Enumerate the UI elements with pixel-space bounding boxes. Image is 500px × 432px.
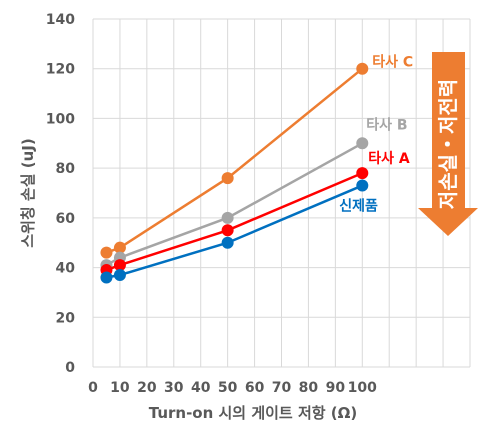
data-point: [113, 259, 126, 272]
series-line: [106, 67, 364, 254]
y-tick-label: 40: [56, 261, 76, 277]
x-axis-title: Turn-on 시의 게이트 저항 (Ω): [149, 404, 358, 422]
y-tick-label: 120: [46, 62, 75, 78]
y-axis-title: 스위칭 손실 (uJ): [19, 138, 37, 247]
x-tick-label: 100: [348, 380, 377, 396]
y-tick-label: 140: [46, 12, 75, 28]
loss-reduction-banner: 저손실・저전력: [418, 52, 478, 236]
series-line: [106, 184, 363, 279]
y-tick-label: 100: [46, 111, 75, 127]
data-point: [356, 137, 369, 150]
y-tick-label: 0: [65, 360, 75, 376]
x-tick-label: 20: [137, 380, 157, 396]
banner-text: 저손실・저전력: [436, 79, 460, 209]
x-tick-label: 30: [164, 380, 184, 396]
y-tick-label: 60: [56, 211, 76, 227]
x-tick-label: 90: [326, 380, 346, 396]
x-tick-label: 70: [272, 380, 292, 396]
series-line: [106, 171, 363, 272]
series-3: [100, 167, 369, 277]
gridlines: [92, 18, 471, 368]
y-tick-label: 20: [56, 310, 76, 326]
data-point: [100, 246, 113, 259]
series-2: [100, 137, 369, 272]
data-point: [100, 271, 113, 284]
series-label: 타사 B: [366, 117, 407, 133]
x-tick-label: 60: [245, 380, 265, 396]
x-tick-label: 0: [88, 380, 98, 396]
series-line: [105, 142, 363, 267]
data-point: [356, 179, 369, 192]
data-point: [356, 62, 369, 75]
series-label: 타사 A: [368, 151, 410, 167]
y-tick-label: 80: [56, 161, 76, 177]
data-point: [221, 211, 234, 224]
data-point: [113, 269, 126, 282]
series-label: 신제품: [339, 199, 378, 215]
series-labels: 타사 C 타사 B 타사 A 신제품: [339, 55, 413, 215]
data-point: [221, 172, 234, 185]
x-tick-label: 40: [191, 380, 211, 396]
data-point: [356, 167, 369, 180]
down-arrow-icon: [418, 52, 478, 236]
series-4: [100, 179, 369, 284]
data-point: [113, 241, 126, 254]
data-point: [221, 236, 234, 249]
series-lines: [100, 62, 369, 284]
series-label: 타사 C: [372, 55, 413, 71]
series-1: [100, 62, 369, 259]
x-tick-label: 10: [110, 380, 130, 396]
data-point: [221, 224, 234, 237]
x-tick-label: 50: [218, 380, 238, 396]
x-tick-label: 80: [299, 380, 319, 396]
